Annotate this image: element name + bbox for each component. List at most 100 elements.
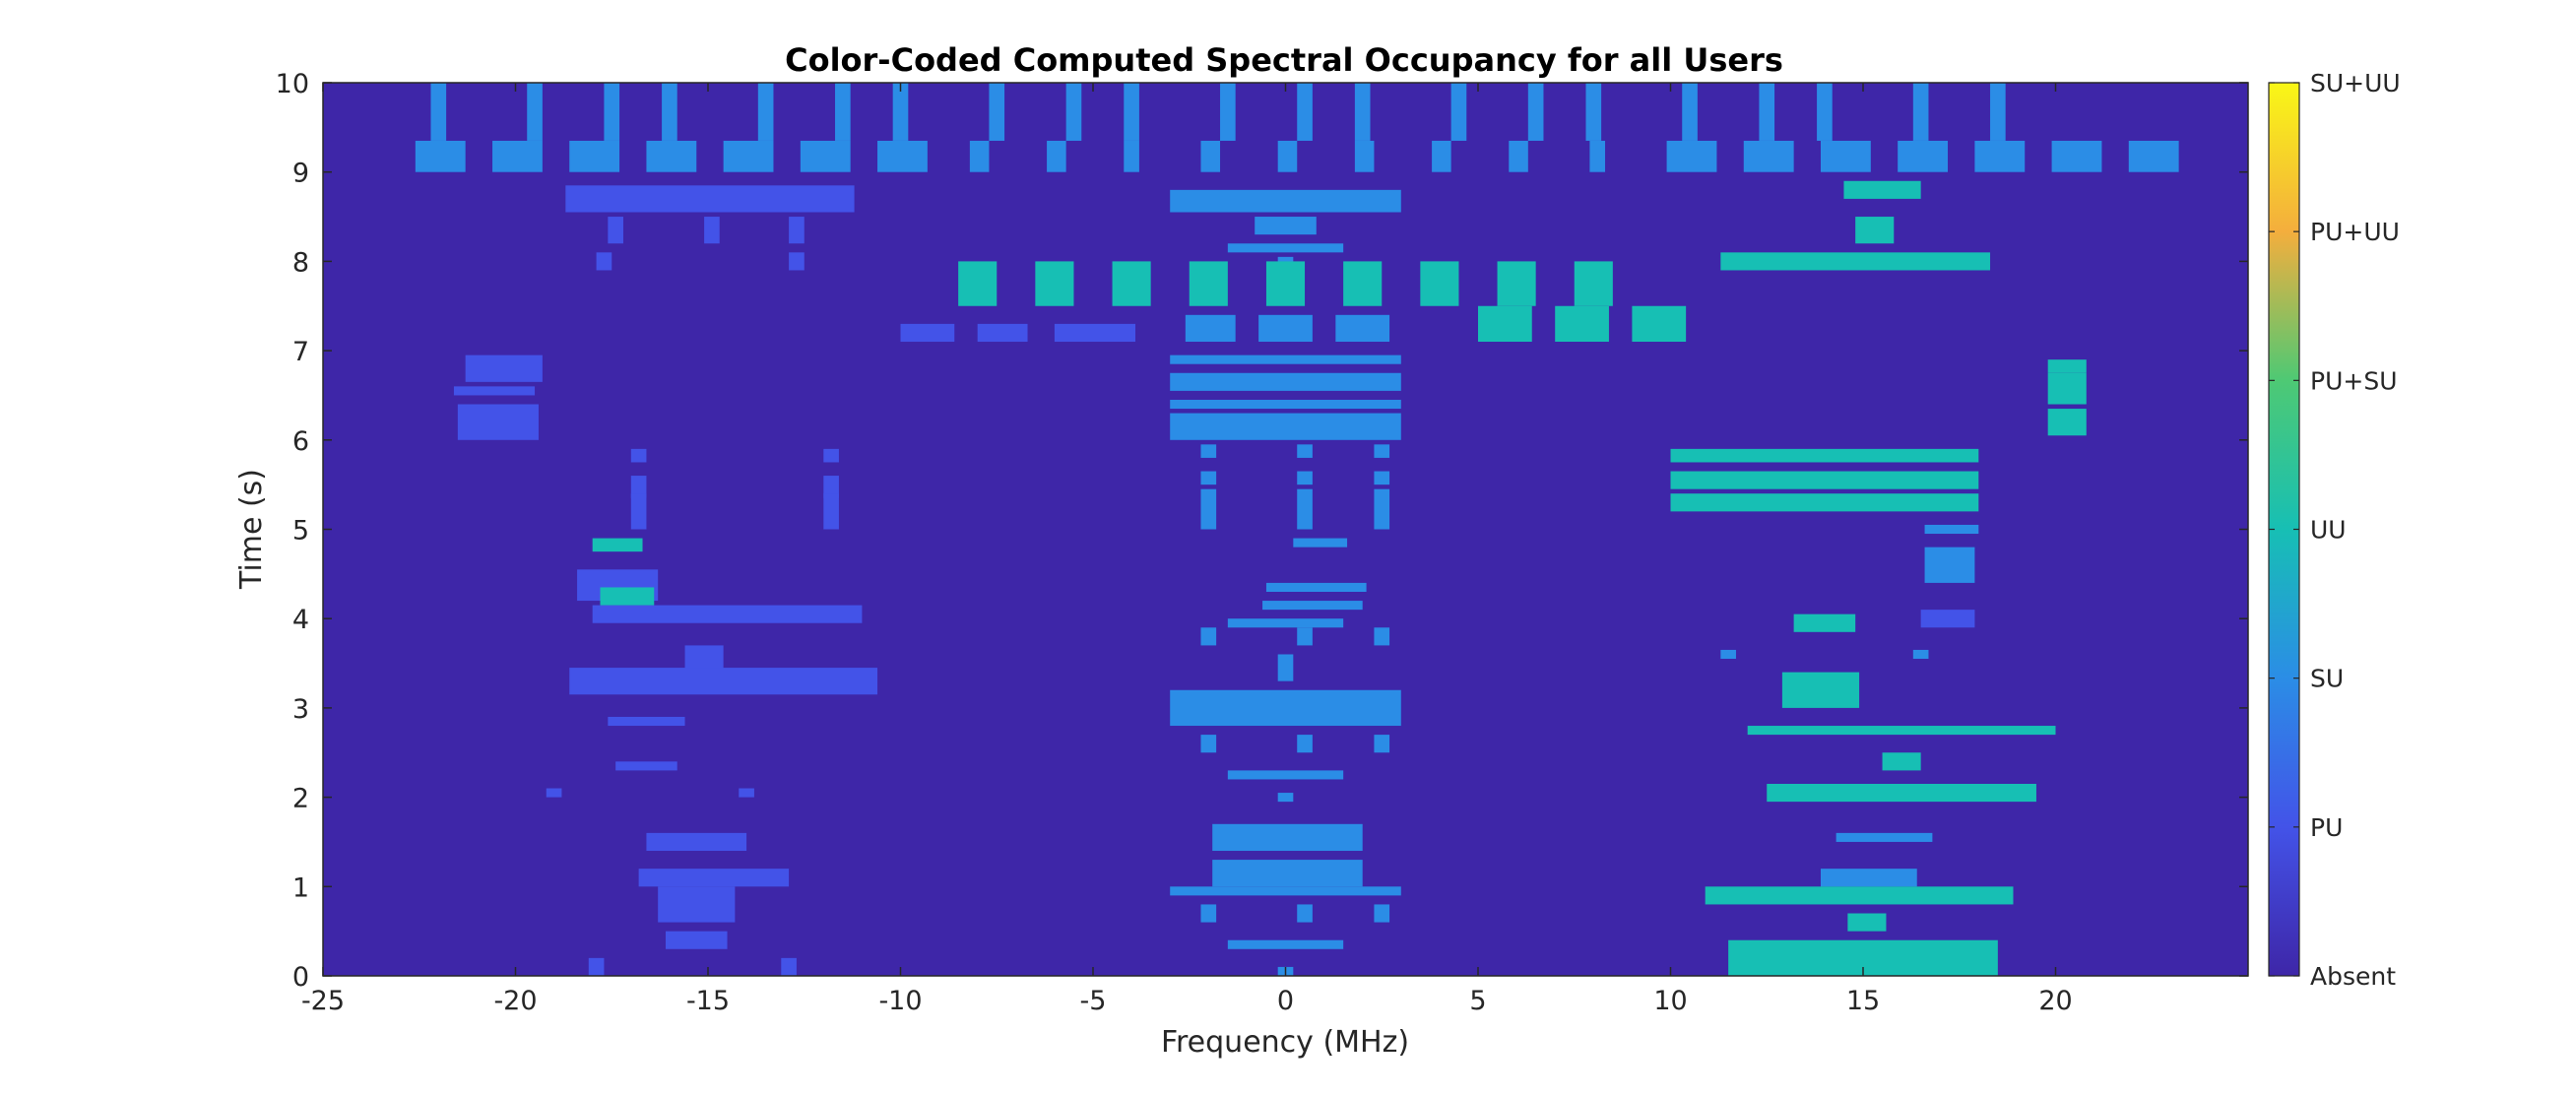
x-axis: -25 -20 -15 -10 -5 0 5 10 15 20 — [301, 83, 2073, 1016]
plot-area — [322, 82, 2249, 977]
occupancy-block-su — [569, 140, 620, 172]
occupancy-block-su — [1743, 140, 1794, 172]
y-tick-label: 4 — [292, 605, 309, 635]
occupancy-block-uu — [958, 261, 998, 306]
occupancy-block-su — [1297, 83, 1313, 141]
occupancy-block-su — [1293, 538, 1348, 548]
occupancy-block-pu — [900, 323, 955, 343]
x-tick-label: -25 — [301, 986, 345, 1016]
occupancy-block-uu — [1705, 886, 2014, 905]
occupancy-block-pu — [823, 493, 839, 530]
occupancy-block-uu — [1574, 261, 1613, 306]
occupancy-block-pu — [646, 832, 747, 852]
occupancy-block-su — [1924, 547, 1975, 583]
occupancy-block-pu — [789, 252, 805, 271]
occupancy-block-su — [1817, 83, 1833, 141]
occupancy-block-su — [1220, 83, 1236, 141]
occupancy-block-su — [1898, 140, 1949, 172]
occupancy-block-uu — [1555, 305, 1609, 343]
occupancy-block-pu — [823, 448, 839, 463]
occupancy-block-su — [1170, 355, 1401, 364]
occupancy-block-su — [1990, 83, 2006, 141]
occupancy-block-uu — [2047, 409, 2087, 436]
occupancy-block-uu — [1781, 672, 1860, 708]
occupancy-block-su — [1277, 654, 1294, 681]
occupancy-block-uu — [1882, 752, 1921, 771]
occupancy-block-uu — [1035, 261, 1074, 306]
y-axis-label: Time (s) — [234, 469, 269, 590]
x-tick-label: 0 — [1277, 986, 1294, 1016]
occupancy-block-su — [1335, 314, 1390, 343]
occupancy-block-su — [800, 140, 851, 172]
x-axis-label: Frequency (MHz) — [1161, 1025, 1409, 1060]
occupancy-block-su — [1297, 488, 1313, 530]
y-axis: 0 1 2 3 4 5 6 7 8 9 10 — [276, 69, 2248, 993]
occupancy-block-su — [1265, 582, 1367, 592]
occupancy-block-su — [1200, 444, 1217, 458]
occupancy-block-uu — [2047, 359, 2087, 373]
occupancy-block-pu — [615, 761, 677, 771]
occupancy-block-su — [1820, 140, 1871, 172]
occupancy-block-su — [1200, 904, 1217, 923]
occupancy-block-uu — [1478, 305, 1532, 343]
colorbar-label: PU — [2310, 813, 2343, 842]
x-tick-label: 10 — [1653, 986, 1687, 1016]
occupancy-block-su — [1170, 886, 1401, 896]
occupancy-block-su — [1170, 689, 1401, 727]
occupancy-block-su — [1297, 444, 1313, 458]
occupancy-block-su — [1227, 618, 1344, 628]
occupancy-block-su — [1432, 140, 1451, 172]
occupancy-block-su — [1200, 471, 1217, 485]
occupancy-block-su — [835, 83, 851, 141]
occupancy-block-uu — [1847, 913, 1887, 932]
occupancy-block-pu — [608, 716, 685, 727]
occupancy-block-su — [1682, 83, 1698, 141]
occupancy-block-su — [1227, 243, 1344, 253]
occupancy-block-pu — [665, 931, 728, 949]
occupancy-block-su — [1047, 140, 1066, 172]
occupancy-block-uu — [1670, 448, 1979, 463]
occupancy-block-su — [1974, 140, 2026, 172]
occupancy-block-uu — [2047, 372, 2087, 405]
occupancy-block-uu — [1189, 261, 1228, 306]
occupancy-block-su — [1759, 83, 1775, 141]
occupancy-block-pu — [704, 217, 720, 244]
occupancy-block-pu — [630, 448, 647, 463]
colorbar-label: SU+UU — [2310, 69, 2401, 97]
occupancy-block-su — [723, 140, 774, 172]
occupancy-block-su — [1255, 217, 1317, 235]
colorbar-ticks: Absent PU SU UU PU+SU PU+UU SU+UU — [2269, 69, 2401, 991]
y-tick-label: 7 — [292, 337, 309, 367]
colorbar-label: SU — [2310, 665, 2344, 693]
occupancy-block-uu — [1670, 493, 1979, 512]
occupancy-block-su — [1835, 832, 1933, 842]
x-tick-label: 20 — [2038, 986, 2072, 1016]
occupancy-block-su — [1374, 627, 1390, 646]
occupancy-block-pu — [658, 886, 736, 923]
occupancy-block-su — [1527, 83, 1544, 141]
occupancy-block-su — [1277, 793, 1294, 803]
occupancy-block-su — [1297, 471, 1313, 485]
occupancy-block-su — [646, 140, 697, 172]
occupancy-block-su — [2051, 140, 2102, 172]
occupancy-block-su — [492, 140, 543, 172]
occupancy-block-pu — [592, 605, 863, 623]
occupancy-block-su — [1374, 471, 1390, 485]
occupancy-block-su — [757, 83, 774, 141]
occupancy-block-su — [969, 140, 990, 172]
occupancy-block-pu — [465, 355, 543, 382]
colorbar-label: Absent — [2310, 962, 2396, 991]
occupancy-block-su — [1374, 444, 1390, 458]
x-tick-label: -5 — [1080, 986, 1107, 1016]
occupancy-block-su — [1170, 372, 1401, 391]
occupancy-block-uu — [1112, 261, 1151, 306]
occupancy-block-su — [1374, 904, 1390, 923]
occupancy-block-su — [1720, 649, 1736, 660]
occupancy-block-su — [1170, 399, 1401, 410]
occupancy-block-uu — [1497, 261, 1536, 306]
occupancy-block-pu — [546, 788, 562, 798]
occupancy-block-su — [1297, 904, 1313, 923]
occupancy-block-su — [1124, 83, 1139, 141]
y-tick-label: 2 — [292, 784, 309, 814]
occupancy-block-su — [989, 83, 1005, 141]
